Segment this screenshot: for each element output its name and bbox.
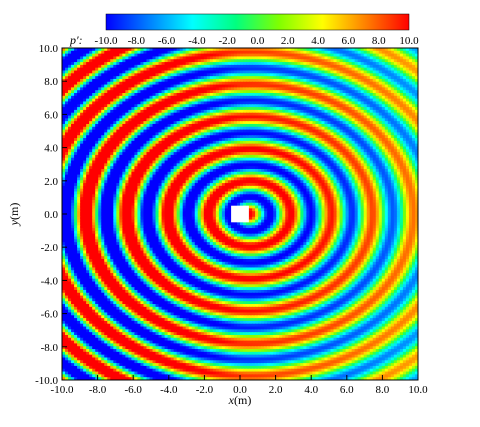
colorbar: p′: -10.0 -8.0 -6.0 -4.0 -2.0 0.0 2.0 4.0 6.0 8.0 1… (69, 13, 419, 47)
x-tick-label: -2.0 (196, 384, 214, 396)
x-axis-var: x (228, 393, 235, 407)
obstacle (231, 205, 249, 223)
colorbar-tick-label: -10.0 (95, 35, 118, 47)
x-axis: -10.0 -8.0 -6.0 -4.0 -2.0 0.0 2.0 4.0 6.0 8.0 10.0 (51, 375, 428, 396)
x-tick-label: -6.0 (124, 384, 142, 396)
colorbar-tick-label: 10.0 (399, 35, 419, 47)
x-tick-label: 0.0 (233, 384, 247, 396)
x-axis-unit: (m) (234, 393, 251, 407)
y-tick-label: -10.0 (35, 375, 58, 387)
colorbar-gradient (105, 13, 410, 31)
colorbar-tick-label: -4.0 (188, 35, 206, 47)
y-tick-label: -8.0 (41, 342, 59, 354)
y-tick-label: 8.0 (44, 76, 58, 88)
y-axis-unit: (m) (7, 203, 21, 220)
y-tick-label: -4.0 (41, 275, 59, 287)
y-tick-label: -2.0 (41, 242, 59, 254)
x-tick-label: -8.0 (89, 384, 107, 396)
colorbar-tick-label: 8.0 (372, 35, 386, 47)
colorbar-tick-label: -2.0 (218, 35, 236, 47)
colorbar-tick-label: 4.0 (311, 35, 325, 47)
x-tick-label: 4.0 (304, 384, 318, 396)
y-tick-label: 0.0 (44, 209, 58, 221)
y-axis-var: y (7, 219, 21, 226)
y-tick-label: -6.0 (41, 309, 59, 321)
y-tick-label: 10.0 (39, 43, 59, 55)
x-tick-label: 6.0 (340, 384, 354, 396)
x-tick-label: 2.0 (269, 384, 283, 396)
x-tick-label: 10.0 (408, 384, 428, 396)
colorbar-tick-label: -6.0 (158, 35, 176, 47)
y-tick-label: 4.0 (44, 143, 58, 155)
x-tick-label: -4.0 (160, 384, 178, 396)
y-tick-label: 2.0 (44, 176, 58, 188)
colorbar-tick-label: 6.0 (342, 35, 356, 47)
y-axis: -10.0 -8.0 -6.0 -4.0 -2.0 0.0 2.0 4.0 6.0 8.0 10.0 (35, 43, 67, 387)
colorbar-tick-label: -8.0 (128, 35, 146, 47)
colorbar-tick-label: 0.0 (251, 35, 265, 47)
colorbar-label: p′: (69, 33, 83, 47)
colorbar-tick-label: 2.0 (281, 35, 295, 47)
x-tick-label: -10.0 (51, 384, 74, 396)
x-tick-label: 8.0 (376, 384, 390, 396)
y-tick-label: 6.0 (44, 109, 58, 121)
field-layer (62, 48, 418, 380)
x-axis-title: x(m) (228, 393, 252, 407)
y-axis-title: y(m) (7, 203, 21, 227)
